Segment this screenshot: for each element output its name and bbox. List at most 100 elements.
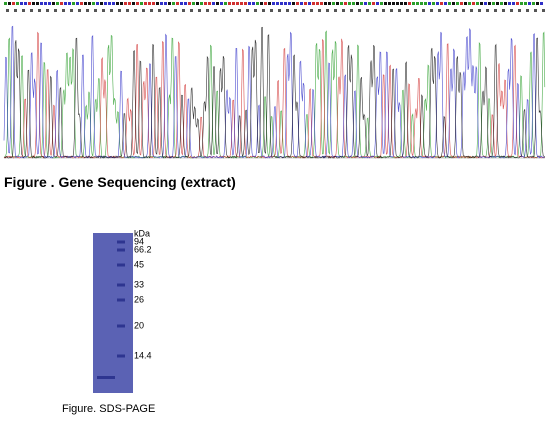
sequence-letter xyxy=(184,2,187,5)
sequence-letter xyxy=(492,2,495,5)
sequence-letter xyxy=(300,2,303,5)
amino-letter xyxy=(358,9,361,12)
amino-letter xyxy=(382,9,385,12)
sequence-letter xyxy=(128,2,131,5)
sequence-letter xyxy=(52,2,55,5)
sequence-letter xyxy=(428,2,431,5)
sequence-letter xyxy=(452,2,455,5)
amino-letter xyxy=(414,9,417,12)
sequence-letter xyxy=(212,2,215,5)
amino-letter xyxy=(86,9,89,12)
amino-letter xyxy=(222,9,225,12)
sequence-letter xyxy=(400,2,403,5)
sequence-letter xyxy=(108,2,111,5)
sequence-letter xyxy=(48,2,51,5)
amino-letter xyxy=(286,9,289,12)
sequence-letter xyxy=(424,2,427,5)
amino-letter xyxy=(38,9,41,12)
marker-band xyxy=(117,298,125,302)
sequence-letter xyxy=(244,2,247,5)
sequence-letter xyxy=(460,2,463,5)
sequence-letter xyxy=(528,2,531,5)
sequence-letter xyxy=(96,2,99,5)
sequence-letter xyxy=(472,2,475,5)
amino-letter xyxy=(430,9,433,12)
amino-letter xyxy=(206,9,209,12)
sequence-letter xyxy=(516,2,519,5)
marker-band xyxy=(117,324,125,328)
sequence-letter xyxy=(456,2,459,5)
sequence-letter xyxy=(20,2,23,5)
sequence-letter xyxy=(384,2,387,5)
sample-band xyxy=(97,376,115,379)
sequence-letter xyxy=(68,2,71,5)
sequence-letter xyxy=(256,2,259,5)
sequence-letter xyxy=(260,2,263,5)
sequence-letter xyxy=(172,2,175,5)
sequence-letter xyxy=(316,2,319,5)
sequence-letter xyxy=(56,2,59,5)
sequence-letter xyxy=(36,2,39,5)
sequence-letter xyxy=(404,2,407,5)
sequence-letter xyxy=(308,2,311,5)
sequence-letter xyxy=(200,2,203,5)
sequence-letter xyxy=(352,2,355,5)
unit-label: kDa xyxy=(134,228,150,238)
sequence-letter xyxy=(12,2,15,5)
marker-label: 26 xyxy=(134,294,144,304)
amino-letter xyxy=(262,9,265,12)
amino-letter xyxy=(446,9,449,12)
amino-letter xyxy=(158,9,161,12)
sequence-letter xyxy=(328,2,331,5)
sequence-letter xyxy=(156,2,159,5)
sequence-letter xyxy=(392,2,395,5)
sequence-letter xyxy=(380,2,383,5)
marker-band xyxy=(117,283,125,287)
amino-letter xyxy=(374,9,377,12)
amino-letter xyxy=(422,9,425,12)
sequence-letter xyxy=(288,2,291,5)
sequence-letter xyxy=(120,2,123,5)
sequence-letter xyxy=(476,2,479,5)
sequence-letter xyxy=(236,2,239,5)
amino-letter xyxy=(166,9,169,12)
sequence-letter xyxy=(232,2,235,5)
amino-letter xyxy=(310,9,313,12)
sequence-letter xyxy=(296,2,299,5)
amino-letter xyxy=(214,9,217,12)
marker-band xyxy=(117,263,125,267)
sequence-letter xyxy=(196,2,199,5)
marker-label: 94 xyxy=(134,236,144,246)
sequence-letter xyxy=(104,2,107,5)
sequence-letter xyxy=(216,2,219,5)
sequence-letter xyxy=(280,2,283,5)
sequence-letter xyxy=(60,2,63,5)
sequence-letter xyxy=(264,2,267,5)
amino-letter xyxy=(526,9,529,12)
sequence-letter xyxy=(524,2,527,5)
sequence-letter xyxy=(340,2,343,5)
sequence-letter xyxy=(224,2,227,5)
sequence-letter xyxy=(124,2,127,5)
marker-band xyxy=(117,354,125,358)
sequence-letter xyxy=(220,2,223,5)
amino-letter xyxy=(534,9,537,12)
sequence-letter xyxy=(80,2,83,5)
amino-letter xyxy=(462,9,465,12)
sequence-letter xyxy=(268,2,271,5)
sequence-letter xyxy=(368,2,371,5)
amino-letter xyxy=(182,9,185,12)
amino-letter xyxy=(198,9,201,12)
sequence-letter xyxy=(336,2,339,5)
sequence-letter xyxy=(436,2,439,5)
amino-letter xyxy=(342,9,345,12)
sequence-letter xyxy=(480,2,483,5)
amino-letter xyxy=(118,9,121,12)
sequence-letter xyxy=(92,2,95,5)
amino-letter xyxy=(494,9,497,12)
amino-letter xyxy=(254,9,257,12)
amino-letter xyxy=(102,9,105,12)
sequence-letter xyxy=(432,2,435,5)
amino-letter xyxy=(478,9,481,12)
